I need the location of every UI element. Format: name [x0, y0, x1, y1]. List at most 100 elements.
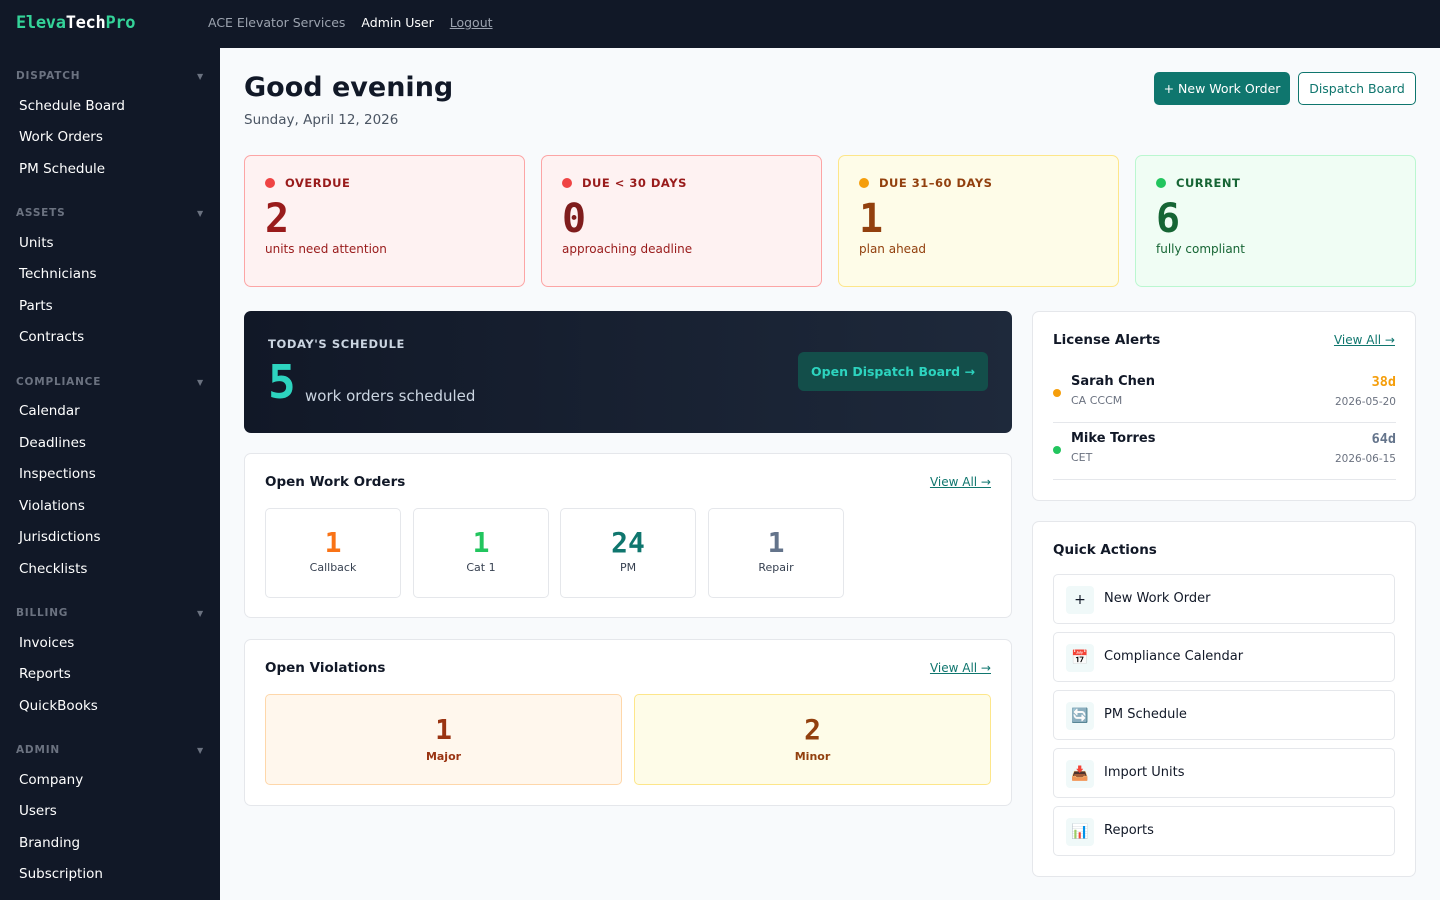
open-dispatch-board-button[interactable]: Open Dispatch Board →	[798, 352, 988, 391]
dispatch-board-button[interactable]: Dispatch Board	[1298, 72, 1416, 105]
wo-type-cat1[interactable]: 1 Cat 1	[413, 508, 549, 598]
stat-subtext: fully compliant	[1156, 242, 1245, 256]
sidebar-item-checklists[interactable]: Checklists	[19, 561, 88, 577]
view-all-link[interactable]: View All →	[929, 661, 991, 675]
new-work-order-button[interactable]: + New Work Order	[1154, 72, 1290, 105]
schedule-description: work orders scheduled	[305, 387, 476, 405]
license-type: CA CCCM	[1071, 394, 1123, 407]
card-title: License Alerts	[1053, 332, 1161, 348]
main-content: Good evening Sunday, April 12, 2026 + Ne…	[220, 48, 1440, 900]
license-alerts-card: License Alerts View All → Sarah Chen CA …	[1032, 311, 1416, 501]
stat-value: 0	[562, 196, 587, 242]
stat-label: DUE 31–60 DAYS	[879, 176, 993, 190]
violation-major[interactable]: 1 Major	[265, 694, 622, 785]
sidebar-item-work-orders[interactable]: Work Orders	[19, 129, 103, 145]
sidebar-item-calendar[interactable]: Calendar	[19, 403, 80, 419]
view-all-link[interactable]: View All →	[1333, 333, 1395, 347]
chevron-down-icon: ▼	[197, 745, 204, 755]
card-title: Open Work Orders	[265, 474, 406, 490]
quick-action-label: Reports	[1104, 823, 1154, 838]
status-dot-icon	[1053, 446, 1061, 454]
license-row[interactable]: Mike Torres CET 64d 2026-06-15	[1053, 424, 1396, 480]
sidebar-item-jurisdictions[interactable]: Jurisdictions	[19, 529, 101, 545]
stat-card-due-60[interactable]: DUE 31–60 DAYS 1 plan ahead	[838, 155, 1119, 287]
chevron-down-icon: ▼	[197, 208, 204, 218]
violation-count: 2	[804, 713, 821, 746]
quick-action-new-work-order[interactable]: + New Work Order	[1053, 574, 1395, 624]
sidebar-item-contracts[interactable]: Contracts	[19, 329, 85, 345]
page-title: Good evening	[244, 72, 454, 103]
sidebar-item-deadlines[interactable]: Deadlines	[19, 435, 86, 451]
status-dot-icon	[265, 178, 275, 188]
quick-actions-card: Quick Actions + New Work Order 📅 Complia…	[1032, 521, 1416, 877]
quick-action-label: Import Units	[1104, 765, 1185, 780]
sidebar-item-schedule-board[interactable]: Schedule Board	[19, 98, 126, 114]
quick-action-reports[interactable]: 📊 Reports	[1053, 806, 1395, 856]
stat-subtext: plan ahead	[859, 242, 927, 256]
sidebar-item-users[interactable]: Users	[19, 803, 57, 819]
stat-value: 1	[859, 196, 884, 242]
sidebar-section-compliance[interactable]: COMPLIANCE ▼	[16, 376, 204, 388]
sidebar-item-subscription[interactable]: Subscription	[19, 866, 103, 882]
days-remaining: 64d	[1371, 431, 1396, 447]
license-row[interactable]: Sarah Chen CA CCCM 38d 2026-05-20	[1053, 367, 1396, 423]
wo-type-repair[interactable]: 1 Repair	[708, 508, 844, 598]
sidebar-item-inspections[interactable]: Inspections	[19, 466, 96, 482]
violation-label: Major	[425, 750, 462, 763]
bar-chart-icon: 📊	[1066, 818, 1094, 846]
status-dot-icon	[562, 178, 572, 188]
violation-minor[interactable]: 2 Minor	[634, 694, 991, 785]
expiry-date: 2026-06-15	[1334, 453, 1396, 465]
brand-logo[interactable]: ElevaTechPro	[16, 13, 136, 33]
sidebar-item-quickbooks[interactable]: QuickBooks	[19, 698, 98, 714]
card-title: Open Violations	[265, 660, 386, 676]
wo-label: PM	[619, 561, 637, 574]
wo-count: 1	[324, 526, 342, 559]
sidebar-item-technicians[interactable]: Technicians	[19, 266, 97, 282]
sidebar-item-pm-schedule[interactable]: PM Schedule	[19, 161, 106, 177]
todays-schedule-panel: TODAY'S SCHEDULE 5 work orders scheduled…	[244, 311, 1012, 433]
quick-action-import-units[interactable]: 📥 Import Units	[1053, 748, 1395, 798]
days-remaining: 38d	[1371, 374, 1396, 390]
current-date: Sunday, April 12, 2026	[244, 112, 399, 128]
quick-action-compliance-calendar[interactable]: 📅 Compliance Calendar	[1053, 632, 1395, 682]
wo-label: Cat 1	[466, 561, 496, 574]
card-title: Quick Actions	[1053, 542, 1157, 558]
license-type: CET	[1071, 451, 1093, 464]
sidebar-section-billing[interactable]: BILLING ▼	[16, 607, 204, 619]
view-all-link[interactable]: View All →	[929, 475, 991, 489]
top-nav: ACE Elevator Services Admin User Logout	[208, 15, 493, 30]
sidebar-item-invoices[interactable]: Invoices	[19, 635, 75, 651]
sidebar-section-admin[interactable]: ADMIN ▼	[16, 744, 204, 756]
chevron-down-icon: ▼	[197, 71, 204, 81]
wo-type-pm[interactable]: 24 PM	[560, 508, 696, 598]
wo-count: 1	[472, 526, 490, 559]
current-user: Admin User	[361, 15, 434, 30]
sidebar-item-violations[interactable]: Violations	[19, 498, 85, 514]
stat-card-current[interactable]: CURRENT 6 fully compliant	[1135, 155, 1416, 287]
sidebar-item-units[interactable]: Units	[19, 235, 54, 251]
wo-type-callback[interactable]: 1 Callback	[265, 508, 401, 598]
quick-action-pm-schedule[interactable]: 🔄 PM Schedule	[1053, 690, 1395, 740]
sidebar-item-reports[interactable]: Reports	[19, 666, 71, 682]
wo-label: Callback	[309, 561, 357, 574]
sidebar-item-branding[interactable]: Branding	[19, 835, 81, 851]
stat-card-due-30[interactable]: DUE < 30 DAYS 0 approaching deadline	[541, 155, 822, 287]
stat-subtext: approaching deadline	[562, 242, 693, 256]
stat-card-overdue[interactable]: OVERDUE 2 units need attention	[244, 155, 525, 287]
calendar-icon: 📅	[1066, 644, 1094, 672]
org-name: ACE Elevator Services	[208, 15, 346, 30]
sidebar-item-company[interactable]: Company	[19, 772, 84, 788]
status-dot-icon	[1053, 389, 1061, 397]
violation-label: Minor	[794, 750, 831, 763]
logout-link[interactable]: Logout	[449, 15, 493, 30]
schedule-title: TODAY'S SCHEDULE	[268, 337, 405, 351]
quick-action-label: New Work Order	[1104, 591, 1211, 606]
refresh-icon: 🔄	[1066, 702, 1094, 730]
sidebar-section-assets[interactable]: ASSETS ▼	[16, 207, 204, 219]
wo-count: 1	[767, 526, 785, 559]
wo-count: 24	[611, 526, 645, 559]
stat-label: DUE < 30 DAYS	[582, 176, 687, 190]
sidebar-section-dispatch[interactable]: DISPATCH ▼	[16, 70, 204, 82]
sidebar-item-parts[interactable]: Parts	[19, 298, 53, 314]
